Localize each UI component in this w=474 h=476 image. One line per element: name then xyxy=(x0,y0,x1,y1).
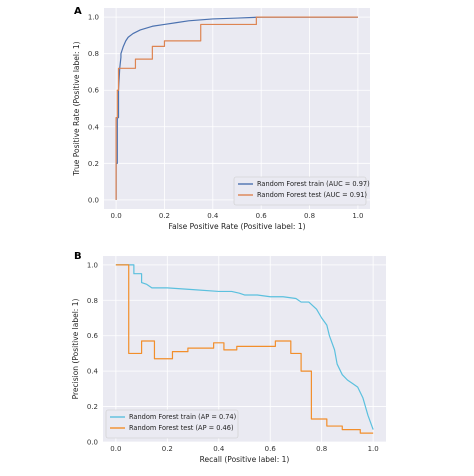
x-tick-label: 0.4 xyxy=(213,445,225,453)
panel-A: A 0.0 0.2 0.4 0.6 0.8 1.0 0.0 0.2 0.4 0.6 0.8 1.0 Fal… xyxy=(72,6,370,231)
legend-label: Random Forest test (AP = 0.46) xyxy=(129,424,234,432)
legend-box xyxy=(233,176,367,206)
y-tick-label: 0.2 xyxy=(87,403,98,411)
x-tick-label: 0.0 xyxy=(110,445,121,453)
x-tick-label: 1.0 xyxy=(352,212,363,220)
x-axis-label: False Positive Rate (Positive label: 1) xyxy=(168,222,305,231)
y-tick-label: 0.4 xyxy=(88,123,100,131)
y-axis-label: Precision (Positive label: 1) xyxy=(71,299,80,400)
y-tick-label: 0.8 xyxy=(88,50,99,58)
legend-label: Random Forest train (AP = 0.74) xyxy=(129,413,236,421)
x-tick-label: 0.8 xyxy=(304,212,315,220)
series-line-0 xyxy=(115,264,374,430)
x-tick-label: 0.8 xyxy=(316,445,327,453)
series-line-1 xyxy=(115,264,374,434)
plot-area xyxy=(104,8,370,209)
y-tick-label: 0.6 xyxy=(88,87,100,95)
y-tick-label: 0.4 xyxy=(87,368,99,376)
series-line-1 xyxy=(115,16,358,200)
x-axis-label: Recall (Positive label: 1) xyxy=(200,455,290,464)
panel-B: B 0.0 0.2 0.4 0.6 0.8 1.0 0.0 0.2 0.4 0.6 0.8 1.0 Rec… xyxy=(71,251,386,464)
legend-box xyxy=(105,409,239,439)
legend-label: Random Forest train (AUC = 0.97) xyxy=(257,180,370,188)
y-tick-label: 0.2 xyxy=(88,160,99,168)
panel-letter: B xyxy=(74,251,82,262)
x-tick-label: 0.2 xyxy=(162,445,173,453)
x-tick-label: 1.0 xyxy=(368,445,379,453)
x-tick-label: 0.6 xyxy=(265,445,277,453)
legend: Random Forest train (AUC = 0.97) Random F… xyxy=(233,176,370,206)
y-tick-label: 1.0 xyxy=(87,261,98,269)
x-tick-label: 0.2 xyxy=(159,212,170,220)
y-tick-label: 0.0 xyxy=(87,439,98,447)
x-tick-label: 0.6 xyxy=(256,212,268,220)
y-axis-label: True Positive Rate (Positive label: 1) xyxy=(72,41,81,176)
panel-letter: A xyxy=(74,6,82,17)
x-tick-label: 0.0 xyxy=(111,212,122,220)
x-tick-label: 0.4 xyxy=(207,212,219,220)
y-tick-label: 0.6 xyxy=(87,332,99,340)
y-tick-label: 1.0 xyxy=(88,14,99,22)
y-tick-label: 0.0 xyxy=(88,196,99,204)
y-tick-label: 0.8 xyxy=(87,297,98,305)
legend: Random Forest train (AP = 0.74) Random Fo… xyxy=(105,409,239,439)
legend-label: Random Forest test (AUC = 0.91) xyxy=(257,191,367,199)
